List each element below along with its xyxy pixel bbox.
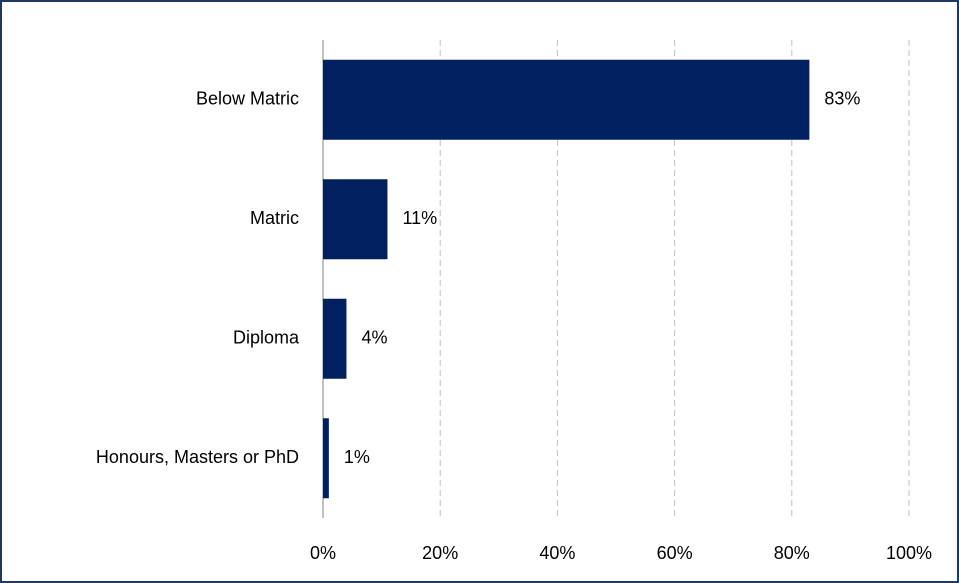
x-tick-label: 20% (422, 543, 458, 563)
bar (323, 418, 329, 499)
y-tick-label: Below Matric (196, 89, 299, 109)
x-tick-label: 40% (539, 543, 575, 563)
bar (323, 179, 388, 260)
data-label: 4% (361, 328, 387, 348)
y-tick-label: Honours, Masters or PhD (96, 447, 299, 467)
y-tick-label: Matric (250, 208, 299, 228)
data-label: 83% (824, 89, 860, 109)
bar (323, 298, 347, 379)
data-label: 1% (344, 447, 370, 467)
y-tick-label: Diploma (233, 328, 300, 348)
x-tick-label: 0% (310, 543, 336, 563)
data-label: 11% (402, 208, 437, 228)
x-tick-label: 80% (774, 543, 810, 563)
x-tick-label: 100% (886, 543, 932, 563)
x-tick-label: 60% (657, 543, 693, 563)
bar (323, 59, 810, 140)
